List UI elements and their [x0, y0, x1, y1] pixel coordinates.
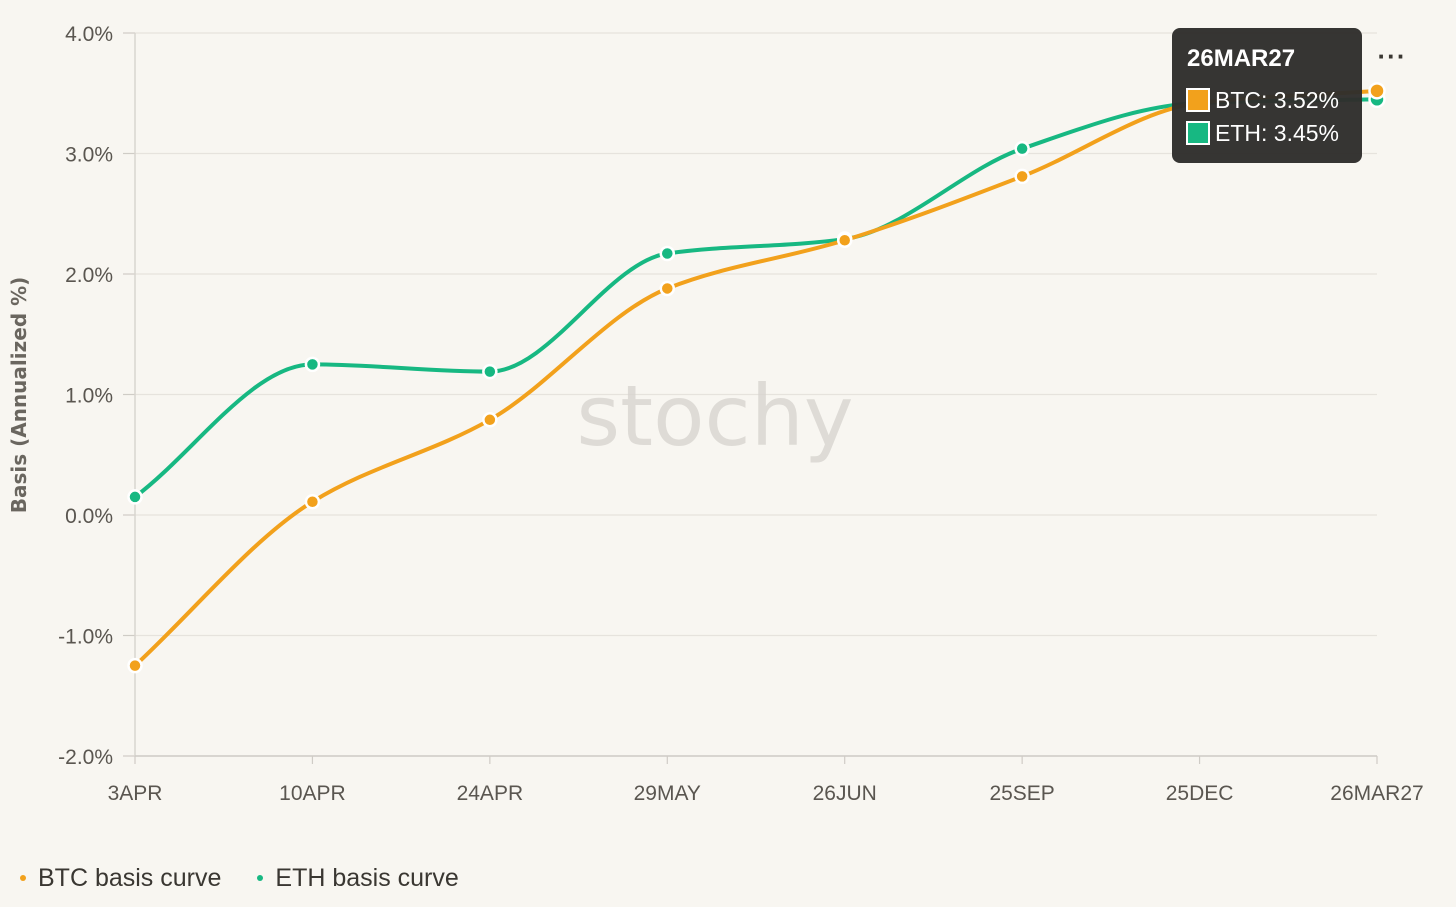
- eth-point-10apr[interactable]: [304, 356, 321, 373]
- y-tick-label-0: 4.0%: [65, 23, 113, 46]
- legend-item-eth[interactable]: ETH basis curve: [257, 863, 459, 893]
- chart-menu-button[interactable]: ···: [1372, 38, 1412, 74]
- legend-eth-dot-icon: [257, 875, 264, 881]
- legend-btc-dot-icon: [20, 875, 26, 881]
- tooltip: 26MAR27 BTC: 3.52% ETH: 3.45%: [1172, 28, 1362, 163]
- x-tick-label-0: 3APR: [108, 782, 163, 805]
- more-horizontal-icon: ···: [1377, 41, 1407, 71]
- y-tick-label-6: -2.0%: [58, 746, 113, 769]
- tooltip-eth-swatch: [1186, 121, 1210, 145]
- y-tick-label-2: 2.0%: [65, 264, 113, 287]
- btc-point-26mar27[interactable]: [1368, 82, 1386, 100]
- btc-point-10apr[interactable]: [304, 493, 321, 510]
- y-tick-label-5: -1.0%: [58, 626, 113, 649]
- x-tick-label-3: 29MAY: [634, 782, 701, 805]
- btc-point-24apr[interactable]: [482, 412, 498, 428]
- eth-point-24apr[interactable]: [482, 363, 498, 380]
- axes: [134, 33, 1378, 764]
- eth-point-25sep[interactable]: [1014, 140, 1030, 157]
- legend-btc-label: BTC basis curve: [38, 863, 222, 892]
- y-axis-title: Basis (Annualized %): [7, 277, 31, 514]
- tooltip-title: 26MAR27: [1187, 45, 1295, 72]
- x-tick-label-6: 25DEC: [1166, 782, 1234, 805]
- y-tick-label-1: 3.0%: [65, 144, 113, 167]
- tooltip-box: [1172, 28, 1362, 163]
- x-axis-tick-labels: 3APR 10APR 24APR 29MAY 26JUN 25SEP 25DEC 26MAR2…: [108, 782, 1424, 805]
- btc-point-29may[interactable]: [659, 280, 676, 297]
- x-tick-label-4: 26JUN: [813, 782, 877, 805]
- x-tick-label-2: 24APR: [457, 782, 524, 805]
- legend-item-btc[interactable]: BTC basis curve: [20, 864, 221, 893]
- btc-point-25sep[interactable]: [1014, 168, 1030, 185]
- eth-point-29may[interactable]: [659, 245, 676, 262]
- tooltip-eth-value: ETH: 3.45%: [1215, 120, 1339, 146]
- btc-point-3apr[interactable]: [127, 657, 143, 674]
- watermark-logo: stochy: [576, 367, 853, 465]
- tooltip-btc-swatch: [1186, 88, 1210, 112]
- btc-point-26jun[interactable]: [836, 232, 853, 249]
- btc-series-line: [133, 88, 1379, 668]
- eth-point-3apr[interactable]: [127, 489, 143, 505]
- legend-eth-label: ETH basis curve: [275, 863, 459, 892]
- x-tick-label-1: 10APR: [279, 782, 346, 805]
- y-axis-tick-labels: 4.0% 3.0% 2.0% 1.0% 0.0% -1.0% -2.0%: [58, 23, 113, 769]
- x-tick-label-7: 26MAR27: [1330, 782, 1423, 805]
- tooltip-btc-value: BTC: 3.52%: [1215, 87, 1339, 113]
- y-tick-label-4: 0.0%: [65, 505, 113, 528]
- y-tick-label-3: 1.0%: [65, 385, 113, 408]
- x-tick-label-5: 25SEP: [989, 782, 1054, 805]
- chart-legend: BTC basis curve ETH basis curve: [20, 858, 459, 898]
